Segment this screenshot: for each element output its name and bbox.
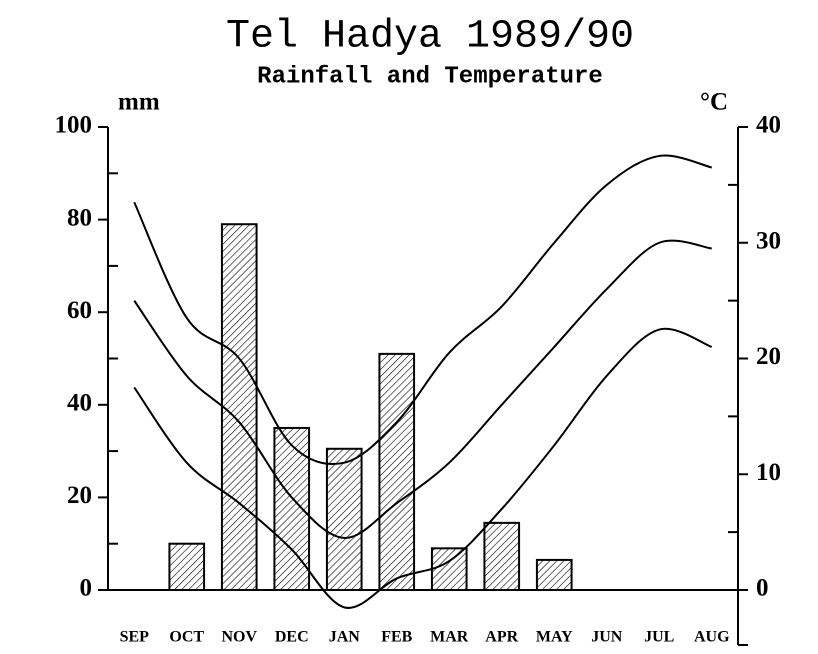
y-tick-label: 80 — [67, 204, 92, 231]
y-tick-label: 0 — [80, 575, 93, 602]
x-tick-label: MAR — [430, 629, 469, 646]
x-tick-label: OCT — [169, 629, 204, 646]
x-tick-label: JUL — [644, 629, 674, 646]
y-axis-label: mm — [118, 89, 160, 116]
y-tick-label: 40 — [67, 390, 92, 417]
bar — [325, 447, 363, 591]
y2-tick-label: 20 — [756, 343, 781, 370]
x-tick-label: APR — [485, 629, 518, 646]
bar — [273, 426, 311, 592]
y-tick-label: 20 — [67, 482, 92, 509]
y2-tick-label: 30 — [756, 227, 781, 254]
y-tick-label: 100 — [55, 112, 93, 139]
x-tick-label: DEC — [275, 629, 309, 646]
temperature-line — [133, 239, 712, 539]
bar — [220, 223, 258, 591]
x-tick-label: JUN — [591, 629, 623, 646]
temperature-line — [133, 154, 713, 466]
x-tick-label: AUG — [694, 629, 730, 646]
bar — [535, 558, 573, 592]
x-tick-label: SEP — [120, 629, 150, 646]
chart-title: Tel Hadya 1989/90 — [226, 15, 634, 60]
bar — [430, 547, 468, 592]
y2-tick-label: 40 — [756, 112, 781, 139]
bar — [168, 542, 206, 592]
bar — [378, 352, 416, 591]
y2-tick-label: 10 — [756, 459, 781, 486]
x-tick-label: MAY — [536, 629, 573, 646]
y2-axis-label: °C — [700, 89, 728, 116]
bar — [483, 521, 521, 591]
x-tick-label: JAN — [329, 629, 361, 646]
y-tick-label: 60 — [67, 297, 92, 324]
chart-subtitle: Rainfall and Temperature — [257, 63, 603, 90]
temperature-line — [133, 327, 713, 609]
y2-tick-label: 0 — [756, 575, 769, 602]
x-tick-label: NOV — [221, 629, 257, 646]
x-tick-label: FEB — [381, 629, 412, 646]
